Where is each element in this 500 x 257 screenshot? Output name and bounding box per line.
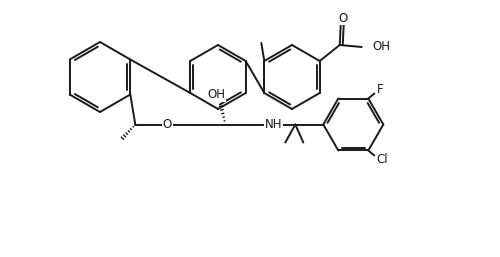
Text: Cl: Cl — [376, 153, 388, 166]
Text: F: F — [377, 83, 384, 96]
Text: O: O — [162, 118, 172, 131]
Text: O: O — [338, 12, 347, 24]
Text: OH: OH — [372, 41, 390, 53]
Text: NH: NH — [264, 118, 282, 131]
Text: OH: OH — [208, 88, 226, 101]
